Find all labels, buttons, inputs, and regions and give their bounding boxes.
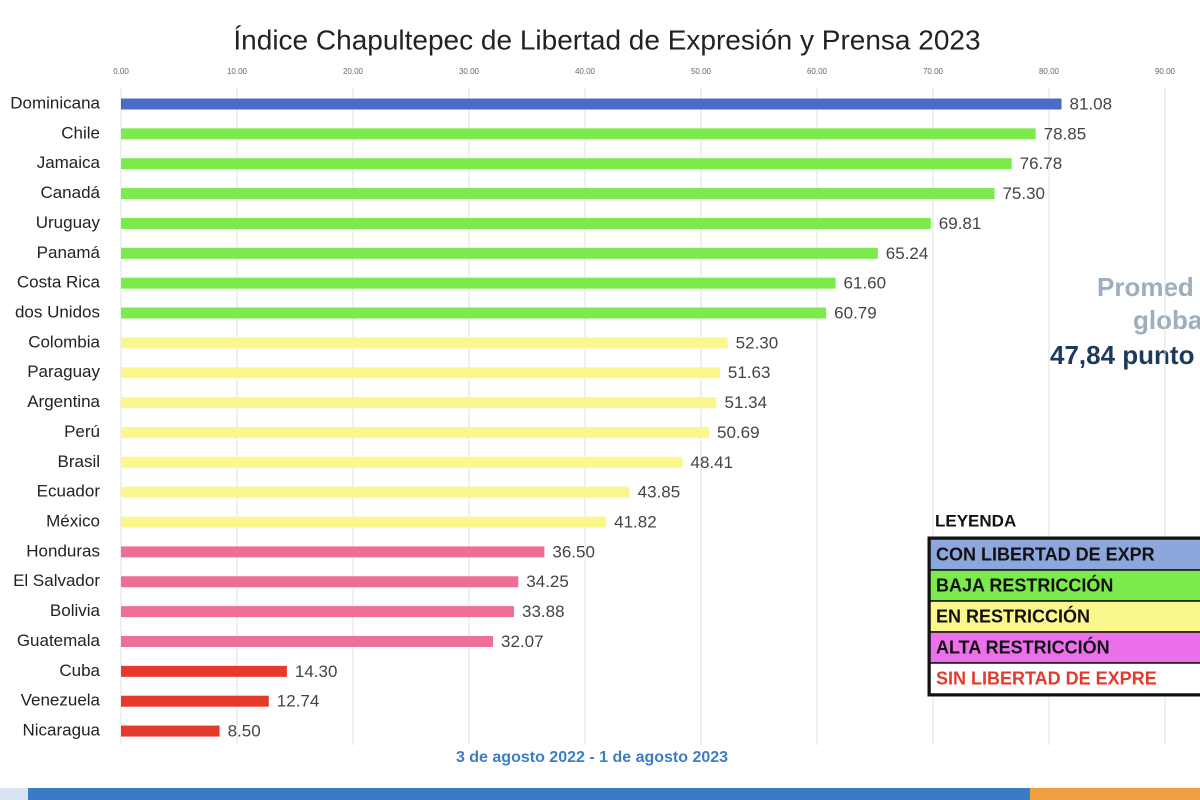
bar	[121, 367, 720, 379]
legend-label: EN RESTRICCIÓN	[936, 605, 1090, 626]
x-tick-label: 20.00	[343, 67, 364, 76]
x-tick-label: 0.00	[113, 67, 129, 76]
bar	[121, 277, 836, 289]
data-label: 8.50	[228, 722, 261, 741]
data-label: 76.78	[1020, 154, 1063, 173]
y-tick-label: Ecuador	[37, 482, 101, 501]
legend-label: BAJA RESTRICCIÓN	[936, 574, 1113, 595]
bar	[121, 635, 494, 647]
data-label: 36.50	[552, 542, 595, 561]
chart-title: Índice Chapultepec de Libertad de Expres…	[233, 24, 980, 55]
y-tick-label: Venezuela	[21, 691, 101, 710]
y-tick-label: Argentina	[27, 392, 100, 411]
bar	[121, 337, 728, 349]
data-label: 41.82	[614, 513, 657, 532]
y-tick-label: México	[46, 512, 100, 531]
data-label: 51.34	[725, 393, 768, 412]
bar	[121, 606, 515, 618]
bar	[121, 695, 269, 707]
y-tick-label: Jamaica	[37, 153, 101, 172]
bar	[121, 546, 545, 558]
data-label: 32.07	[501, 632, 544, 651]
x-tick-label: 70.00	[923, 67, 944, 76]
bar	[121, 486, 630, 498]
bar	[121, 725, 220, 737]
bar	[121, 98, 1062, 110]
bar	[121, 426, 710, 438]
footer-stripe	[28, 788, 1030, 800]
x-tick-label: 10.00	[227, 67, 248, 76]
footer-stripe	[0, 788, 28, 800]
x-tick-label: 90.00	[1155, 67, 1176, 76]
footer-stripe	[1030, 788, 1200, 800]
legend-swatch	[929, 662, 1200, 695]
bar	[121, 128, 1036, 140]
data-label: 43.85	[638, 483, 681, 502]
data-label: 65.24	[886, 244, 929, 263]
y-tick-label: Costa Rica	[17, 273, 101, 292]
y-tick-label: Bolivia	[50, 601, 101, 620]
legend-swatch	[929, 569, 1200, 602]
data-label: 78.85	[1044, 124, 1087, 143]
data-label: 51.63	[728, 363, 771, 382]
y-tick-label: Canadá	[40, 183, 100, 202]
data-label: 69.81	[939, 214, 982, 233]
y-tick-label: Colombia	[28, 332, 100, 351]
x-tick-label: 40.00	[575, 67, 596, 76]
bar	[121, 247, 878, 259]
data-label: 60.79	[834, 304, 877, 323]
bar	[121, 307, 827, 319]
x-tick-label: 50.00	[691, 67, 712, 76]
bar	[121, 576, 519, 588]
legend-label: SIN LIBERTAD DE EXPRE	[936, 668, 1157, 688]
legend-title: LEYENDA	[935, 511, 1016, 530]
bar	[121, 456, 683, 468]
y-tick-label: Perú	[64, 422, 100, 441]
annotation: Promed	[1097, 272, 1194, 302]
annotation: globa	[1133, 305, 1200, 335]
y-tick-label: Brasil	[57, 452, 100, 471]
data-label: 14.30	[295, 662, 338, 681]
legend-label: CON LIBERTAD DE EXPR	[936, 544, 1155, 564]
y-tick-label: Cuba	[59, 661, 100, 680]
legend-frame	[927, 536, 1200, 697]
annotation: 47,84 punto	[1050, 340, 1194, 370]
data-label: 52.30	[736, 333, 779, 352]
y-tick-label: dos Unidos	[15, 303, 100, 322]
y-tick-label: Panamá	[37, 243, 101, 262]
data-label: 48.41	[691, 453, 734, 472]
bar	[121, 665, 287, 677]
data-label: 12.74	[277, 692, 320, 711]
x-tick-label: 30.00	[459, 67, 480, 76]
x-tick-label: 80.00	[1039, 67, 1060, 76]
data-label: 61.60	[844, 274, 887, 293]
data-label: 81.08	[1070, 94, 1113, 113]
y-tick-label: El Salvador	[13, 571, 100, 590]
y-tick-label: Dominicana	[10, 93, 100, 112]
data-label: 34.25	[526, 572, 569, 591]
x-tick-label: 60.00	[807, 67, 828, 76]
y-tick-label: Nicaragua	[23, 721, 101, 740]
data-label: 75.30	[1002, 184, 1045, 203]
y-tick-label: Guatemala	[17, 631, 101, 650]
bar	[121, 217, 931, 229]
y-tick-label: Uruguay	[36, 213, 101, 232]
bar	[121, 188, 995, 200]
bar	[121, 397, 717, 409]
data-label: 50.69	[717, 423, 760, 442]
bar	[121, 516, 607, 528]
y-tick-label: Chile	[61, 123, 100, 142]
y-tick-label: Honduras	[26, 541, 100, 560]
data-label: 33.88	[522, 602, 565, 621]
y-tick-label: Paraguay	[27, 362, 100, 381]
legend-label: ALTA RESTRICCIÓN	[936, 636, 1110, 657]
chart-subtitle: 3 de agosto 2022 - 1 de agosto 2023	[456, 749, 728, 766]
bar	[121, 158, 1012, 170]
